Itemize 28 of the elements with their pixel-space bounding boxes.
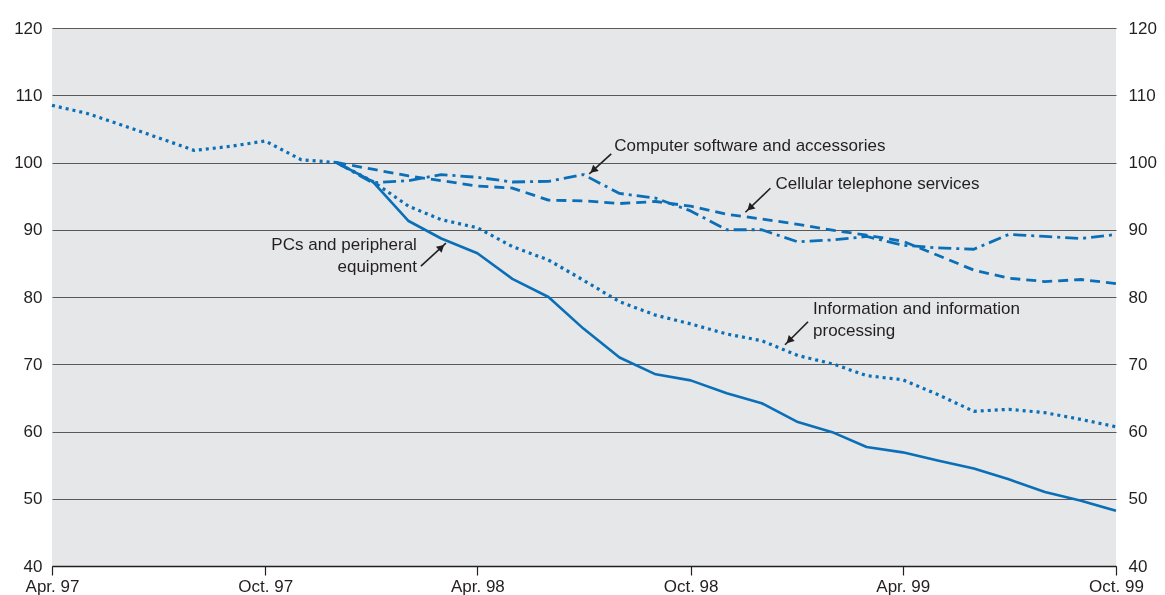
y2-tick-label: 100 — [1128, 153, 1157, 172]
y-tick-label: 90 — [23, 220, 43, 240]
x-tick-label: Oct. 98 — [663, 576, 719, 595]
annotation: Information and information processing — [813, 298, 1020, 340]
y2-tick-label: 70 — [1128, 354, 1148, 374]
x-tick-label: Oct. 97 — [238, 576, 294, 595]
x-tick-label: Apr. 99 — [876, 576, 931, 595]
x-tick-label: Apr. 97 — [25, 576, 80, 595]
y-tick-label: 120 — [14, 18, 43, 38]
annotation: Cellular telephone services — [775, 174, 980, 194]
x-tick-label: Apr. 98 — [450, 576, 505, 595]
y-tick-label: 50 — [23, 489, 43, 509]
y-tick-label: 70 — [23, 354, 43, 374]
y2-tick-label: 120 — [1128, 18, 1157, 38]
annotation: PCs and peripheral equipment — [271, 235, 418, 277]
y2-tick-label: 50 — [1128, 489, 1148, 509]
y2-tick-label: 40 — [1128, 556, 1148, 576]
y-tick-label: 100 — [14, 153, 43, 172]
y2-tick-label: 60 — [1128, 422, 1148, 441]
y-tick-label: 110 — [15, 85, 43, 105]
annotation: Computer software and accessories — [614, 135, 886, 155]
x-tick-label: Oct. 99 — [1089, 576, 1144, 595]
y2-tick-label: 90 — [1128, 220, 1148, 240]
y2-tick-label: 110 — [1128, 85, 1156, 105]
y-tick-label: 40 — [23, 556, 43, 576]
y-tick-label: 60 — [23, 422, 43, 441]
y2-tick-label: 80 — [1128, 287, 1148, 307]
y-tick-label: 80 — [23, 287, 43, 307]
